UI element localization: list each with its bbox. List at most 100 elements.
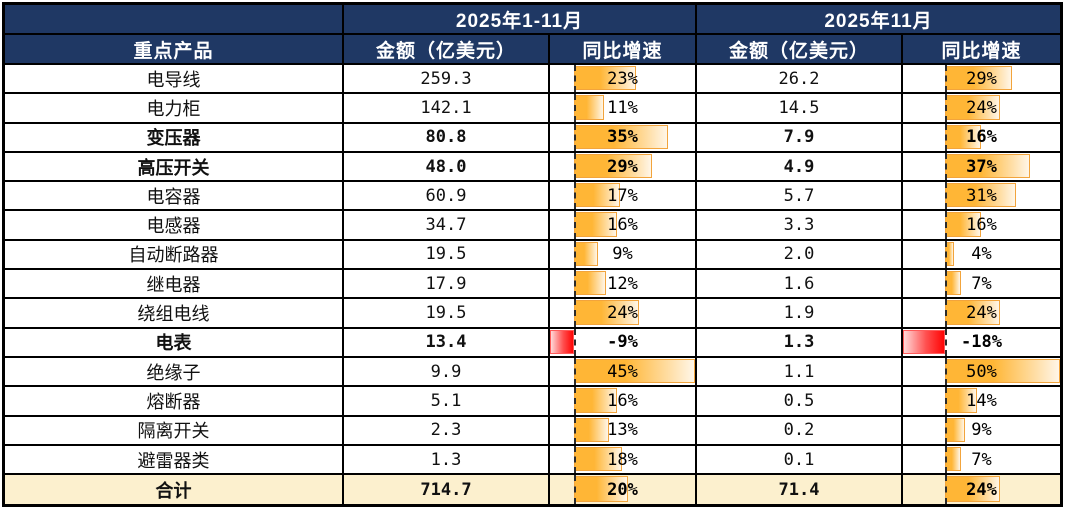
total-ytd-growth-label: 20% — [607, 479, 638, 500]
databar-axis — [944, 123, 947, 151]
month-growth-cell: 7% — [903, 445, 1060, 476]
databar-axis — [574, 94, 577, 122]
period-month-header: 2025年11月 — [697, 5, 1060, 35]
month-growth-cell: 29% — [903, 65, 1060, 95]
month-growth-cell: 50% — [903, 357, 1060, 388]
table-row: 电容器 60.9 17% 5.7 31% — [5, 182, 1060, 212]
month-growth-databar — [944, 388, 977, 413]
table-row: 自动断路器 19.5 9% 2.0 4% — [5, 240, 1060, 271]
month-growth-cell: 14% — [903, 387, 1060, 417]
month-growth-databar — [944, 446, 961, 472]
databar-axis — [574, 357, 577, 386]
amount-col-header-month: 金额（亿美元） — [697, 35, 903, 65]
databar-axis — [944, 182, 947, 210]
ytd-amount: 259.3 — [344, 65, 550, 95]
corner-cell — [5, 5, 344, 35]
databar-axis — [944, 94, 947, 122]
product-name: 变压器 — [5, 123, 344, 153]
ytd-growth-databar — [574, 66, 636, 91]
growth-col-header-ytd: 同比增速 — [550, 35, 697, 65]
ytd-growth-cell: 17% — [550, 182, 697, 212]
month-growth-cell: 16% — [903, 123, 1060, 153]
total-label: 合计 — [5, 475, 344, 505]
ytd-growth-databar — [574, 271, 607, 296]
month-amount: 1.1 — [697, 357, 903, 388]
databar-axis — [944, 152, 947, 181]
ytd-amount: 1.3 — [344, 445, 550, 476]
month-growth-label: 37% — [966, 156, 997, 177]
ytd-growth-label: 24% — [607, 303, 638, 324]
ytd-growth-cell: 16% — [550, 387, 697, 417]
total-month-growth-databar — [944, 476, 1000, 503]
ytd-growth-label: 11% — [607, 97, 638, 118]
ytd-growth-label: 29% — [607, 156, 638, 177]
databar-axis — [574, 65, 577, 93]
databar-axis — [574, 299, 577, 327]
month-growth-label: 16% — [966, 215, 997, 236]
ytd-growth-label: 45% — [607, 361, 638, 382]
ytd-growth-label: 16% — [607, 390, 638, 411]
ytd-growth-cell: -9% — [550, 328, 697, 358]
ytd-growth-label: 17% — [607, 185, 638, 206]
product-name: 绕组电线 — [5, 299, 344, 329]
month-amount: 0.1 — [697, 445, 903, 476]
month-growth-databar — [944, 417, 966, 442]
product-name: 电容器 — [5, 182, 344, 212]
ytd-growth-databar — [574, 417, 610, 442]
ytd-growth-databar — [574, 446, 623, 472]
databar-axis — [574, 211, 577, 239]
month-amount: 26.2 — [697, 65, 903, 95]
databar-axis — [574, 445, 577, 474]
total-month-growth-cell: 24% — [903, 475, 1060, 505]
databar-axis — [944, 299, 947, 327]
month-amount: 7.9 — [697, 123, 903, 153]
ytd-amount: 48.0 — [344, 152, 550, 183]
month-growth-cell: 16% — [903, 211, 1060, 241]
table-row: 隔离开关 2.3 13% 0.2 9% — [5, 416, 1060, 446]
month-growth-label: 16% — [966, 127, 997, 148]
month-growth-databar — [903, 329, 945, 354]
month-growth-label: 9% — [971, 420, 992, 441]
databar-axis — [574, 270, 577, 298]
month-growth-cell: 37% — [903, 152, 1060, 183]
ytd-amount: 5.1 — [344, 387, 550, 417]
table-row: 绕组电线 19.5 24% 1.9 24% — [5, 299, 1060, 329]
databar-axis — [574, 182, 577, 210]
ytd-growth-cell: 12% — [550, 270, 697, 300]
ytd-growth-databar — [574, 388, 618, 413]
period-ytd-header: 2025年1-11月 — [344, 5, 697, 35]
month-growth-cell: 31% — [903, 182, 1060, 212]
product-name: 避雷器类 — [5, 445, 344, 476]
month-amount: 4.9 — [697, 152, 903, 183]
databar-axis — [944, 65, 947, 93]
ytd-growth-cell: 16% — [550, 211, 697, 241]
ytd-growth-databar — [574, 358, 695, 384]
table-row: 电表 13.4 -9% 1.3 -18% — [5, 328, 1060, 358]
month-growth-cell: 24% — [903, 299, 1060, 329]
month-growth-label: 50% — [966, 361, 997, 382]
ytd-growth-cell: 13% — [550, 416, 697, 446]
ytd-amount: 60.9 — [344, 182, 550, 212]
table-row: 绝缘子 9.9 45% 1.1 50% — [5, 357, 1060, 388]
product-name: 自动断路器 — [5, 240, 344, 271]
ytd-growth-label: 16% — [607, 215, 638, 236]
ytd-growth-cell: 9% — [550, 240, 697, 271]
ytd-growth-cell: 29% — [550, 152, 697, 183]
table-row: 电感器 34.7 16% 3.3 16% — [5, 211, 1060, 241]
ytd-growth-cell: 45% — [550, 357, 697, 388]
databar-axis — [574, 123, 577, 151]
product-name: 电感器 — [5, 211, 344, 241]
ytd-amount: 142.1 — [344, 94, 550, 124]
databar-axis — [574, 328, 577, 356]
databar-axis — [574, 475, 577, 505]
ytd-growth-label: 35% — [607, 127, 638, 148]
ytd-amount: 80.8 — [344, 123, 550, 153]
databar-axis — [944, 240, 947, 269]
databar-axis — [574, 152, 577, 181]
databar-axis — [574, 416, 577, 444]
month-growth-label: 29% — [966, 68, 997, 89]
total-month-amount: 71.4 — [697, 475, 903, 505]
product-name: 电导线 — [5, 65, 344, 95]
databar-axis — [944, 475, 947, 505]
product-name: 电力柜 — [5, 94, 344, 124]
